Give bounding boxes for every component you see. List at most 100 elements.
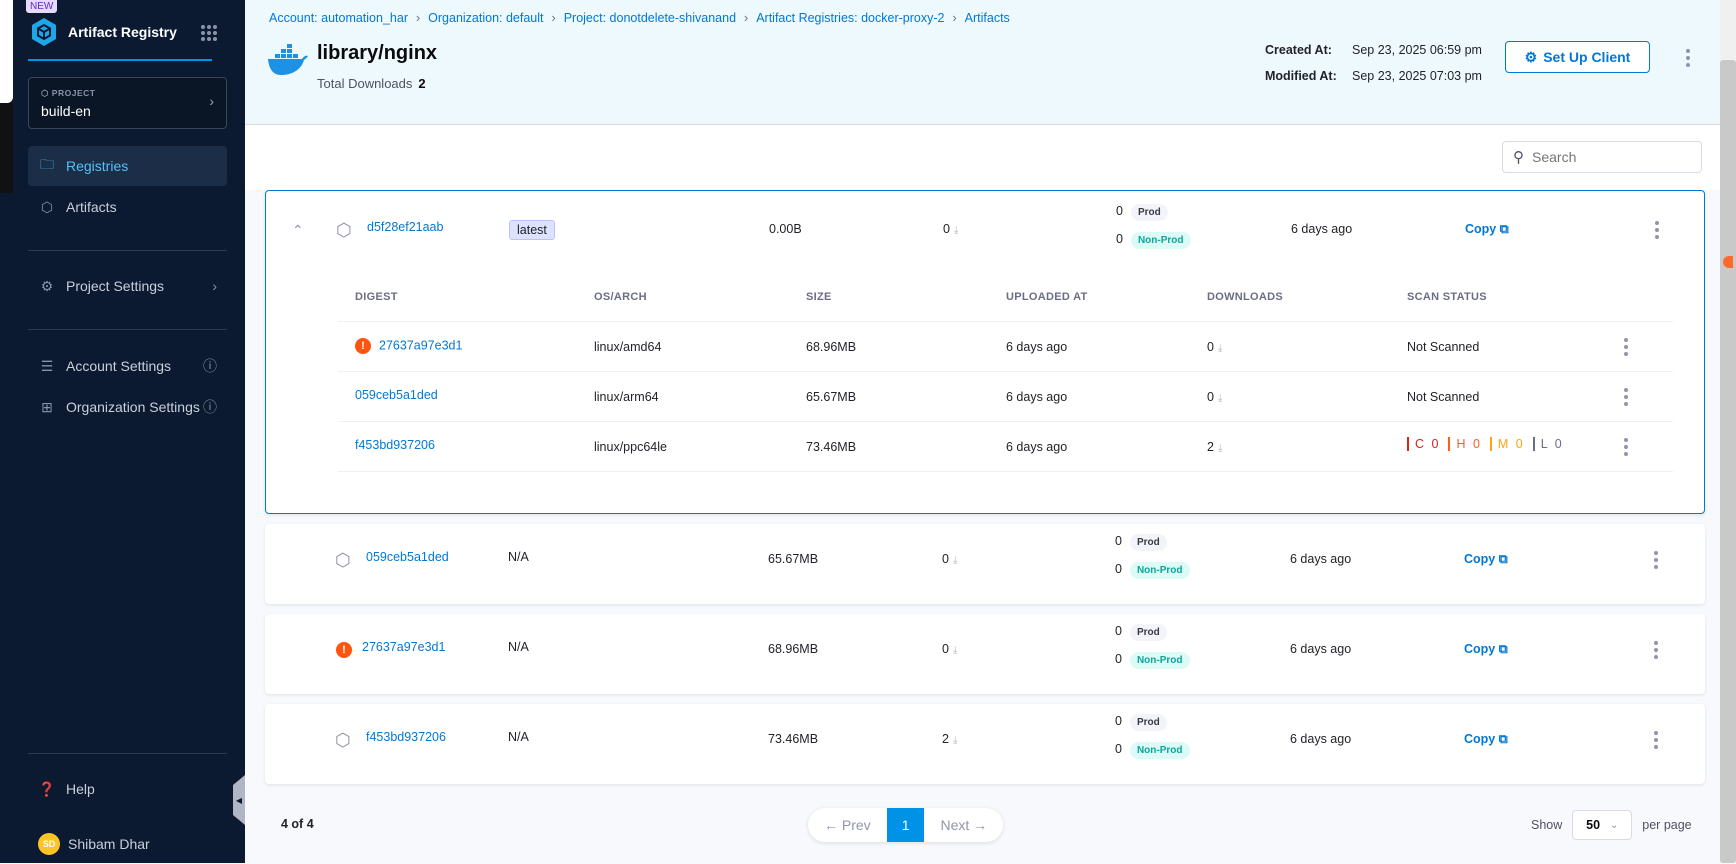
uploaded-at: 6 days ago [1006, 340, 1068, 354]
size: 65.67MB [768, 552, 819, 566]
artifact-row[interactable]: ⬡ 059ceb5a1ded N/A 65.67MB 0 ⤓ 0 Prod 0 Non-Prod 6… [265, 524, 1705, 604]
info-icon[interactable]: ⓘ [203, 358, 217, 374]
artifact-name-link[interactable]: 059ceb5a1ded [366, 550, 449, 564]
modified-value: Sep 23, 2025 07:03 pm [1352, 69, 1482, 83]
copy-button[interactable]: Copy ⧉ [1465, 222, 1509, 236]
artifact-row[interactable]: ⬡ f453bd937206 N/A 73.46MB 2 ⤓ 0 Prod 0 Non-Prod 6… [265, 704, 1705, 784]
copy-button[interactable]: Copy ⧉ [1464, 642, 1508, 656]
toolbar: ⚲ [245, 125, 1720, 190]
breadcrumb-account[interactable]: Account: automation_har [269, 11, 408, 25]
prod-deployments: 0 Prod [1115, 624, 1167, 641]
more-options-button[interactable] [1683, 49, 1693, 67]
digest-link[interactable]: 27637a97e3d1 [379, 338, 463, 353]
sidebar-item-project-settings[interactable]: ⚙ Project Settings › [28, 266, 227, 306]
digest-more-options-button[interactable] [1621, 388, 1631, 406]
artifact-row[interactable]: ! 27637a97e3d1 N/A 68.96MB 0 ⤓ 0 Prod 0 Non-Prod 6… [265, 614, 1705, 694]
digest-size: 65.67MB [806, 390, 857, 404]
digest-row: ! 27637a97e3d1 linux/amd64 68.96MB 6 days ag… [338, 321, 1673, 371]
page-1-button[interactable]: 1 [886, 808, 925, 842]
search-box[interactable]: ⚲ [1502, 141, 1702, 173]
copy-button[interactable]: Copy ⧉ [1464, 732, 1508, 746]
uploaded-at: 6 days ago [1006, 390, 1068, 404]
breadcrumb-project[interactable]: Project: donotdelete-shivanand [563, 11, 737, 25]
digest-link[interactable]: f453bd937206 [355, 438, 435, 452]
copy-icon: ⧉ [1498, 552, 1508, 566]
cube-icon: ⬡ [335, 730, 351, 750]
cube-icon: ⬡ [336, 220, 352, 240]
sidebar: NEW Artifact Registry ⬡ PROJECT build-en… [13, 0, 245, 863]
chevron-right-icon: › [209, 93, 214, 109]
digest-table: DIGEST OS/ARCH SIZE UPLOADED AT DOWNLOADS SCA… [338, 281, 1673, 481]
divider [28, 329, 227, 330]
modified-label: Modified At: [1265, 69, 1337, 83]
collapse-sidebar-button[interactable]: ◀ [233, 775, 245, 825]
digest-downloads: 0 ⤓ [1207, 340, 1223, 354]
digest-link[interactable]: 059ceb5a1ded [355, 388, 438, 402]
search-icon: ⚲ [1513, 149, 1524, 166]
app-brand[interactable]: Artifact Registry [30, 17, 177, 47]
cube-icon: ⬡ [41, 88, 52, 98]
breadcrumb-registry[interactable]: Artifact Registries: docker-proxy-2 [756, 11, 945, 25]
severity-count: C 0 [1407, 437, 1448, 451]
per-page-select[interactable]: 50 ⌄ [1572, 810, 1633, 840]
sidebar-item-registries[interactable]: 🗀 Registries [28, 146, 227, 186]
digest-downloads: 0 ⤓ [1207, 390, 1223, 404]
artifact-name-link[interactable]: 27637a97e3d1 [362, 640, 446, 654]
chevron-up-icon[interactable]: ⌃ [292, 222, 304, 238]
gear-icon: ⚙ [40, 277, 54, 294]
sidebar-item-help[interactable]: ❓ Help [38, 780, 95, 798]
sidebar-item-organization-settings[interactable]: ⊞ Organization Settings ⓘ [28, 387, 227, 427]
row-more-options-button[interactable] [1652, 221, 1662, 239]
warning-icon: ! [336, 642, 352, 658]
last-modified: 6 days ago [1290, 642, 1352, 656]
digest-downloads: 2 ⤓ [1207, 440, 1223, 454]
digest-more-options-button[interactable] [1621, 338, 1631, 356]
row-more-options-button[interactable] [1651, 731, 1661, 749]
nonprod-deployments: 0 Non-Prod [1115, 742, 1190, 759]
cube-icon: ⬡ [335, 550, 351, 570]
tag: latest [509, 220, 555, 240]
set-up-client-button[interactable]: ⚙ Set Up Client [1505, 41, 1650, 73]
pagination: ← Prev 1 Next → [808, 808, 1004, 842]
chevron-down-icon: ⌄ [1610, 819, 1619, 831]
digest-row: f453bd937206 linux/ppc64le 73.46MB 6 days a… [338, 421, 1673, 471]
search-input[interactable] [1532, 149, 1682, 165]
row-more-options-button[interactable] [1651, 551, 1661, 569]
copy-button[interactable]: Copy ⧉ [1464, 552, 1508, 566]
breadcrumb-organization[interactable]: Organization: default [428, 11, 544, 25]
artifact-name-link[interactable]: d5f28ef21aab [367, 220, 444, 234]
prev-page-button[interactable]: ← Prev [824, 817, 871, 833]
breadcrumb-artifacts[interactable]: Artifacts [964, 11, 1010, 25]
download-icon: ⤓ [1217, 443, 1223, 454]
digest-size: 73.46MB [806, 440, 857, 454]
user-profile[interactable]: SD Shibam Dhar [28, 824, 227, 864]
app-switcher-icon[interactable] [201, 25, 217, 41]
page-title: library/nginx [317, 42, 438, 64]
avatar: SD [38, 833, 60, 855]
downloads: 0 ⤓ [943, 222, 959, 236]
copy-icon: ⧉ [1499, 222, 1509, 236]
scrollbar-thumb[interactable] [1720, 60, 1736, 863]
uploaded-at: 6 days ago [1006, 440, 1068, 454]
artifact-row[interactable]: ⌃ ⬡ d5f28ef21aab latest 0.00B 0 ⤓ 0 Prod 0 Non-Pro… [265, 190, 1705, 514]
next-page-button[interactable]: Next → [940, 817, 988, 833]
last-modified: 6 days ago [1291, 222, 1353, 236]
gear-icon: ⚙ [1524, 48, 1538, 65]
layers-gear-icon: ☰ [40, 357, 54, 374]
sidebar-item-account-settings[interactable]: ☰ Account Settings ⓘ [28, 346, 227, 386]
nonprod-deployments: 0 Non-Prod [1116, 232, 1191, 249]
digest-more-options-button[interactable] [1621, 438, 1631, 456]
info-icon[interactable]: ⓘ [203, 399, 217, 415]
copy-icon: ⧉ [1498, 732, 1508, 746]
artifact-name-link[interactable]: f453bd937206 [366, 730, 446, 744]
project-selector[interactable]: ⬡ PROJECT build-en › [28, 77, 227, 129]
row-more-options-button[interactable] [1651, 641, 1661, 659]
download-icon: ⤓ [952, 735, 958, 746]
project-name: build-en [41, 103, 91, 119]
download-icon: ⤓ [1217, 393, 1223, 404]
column-header: DOWNLOADS [1207, 291, 1284, 303]
digest-size: 68.96MB [806, 340, 857, 354]
sidebar-item-artifacts[interactable]: ⬡ Artifacts [28, 187, 227, 227]
total-downloads: Total Downloads 2 [317, 76, 426, 91]
